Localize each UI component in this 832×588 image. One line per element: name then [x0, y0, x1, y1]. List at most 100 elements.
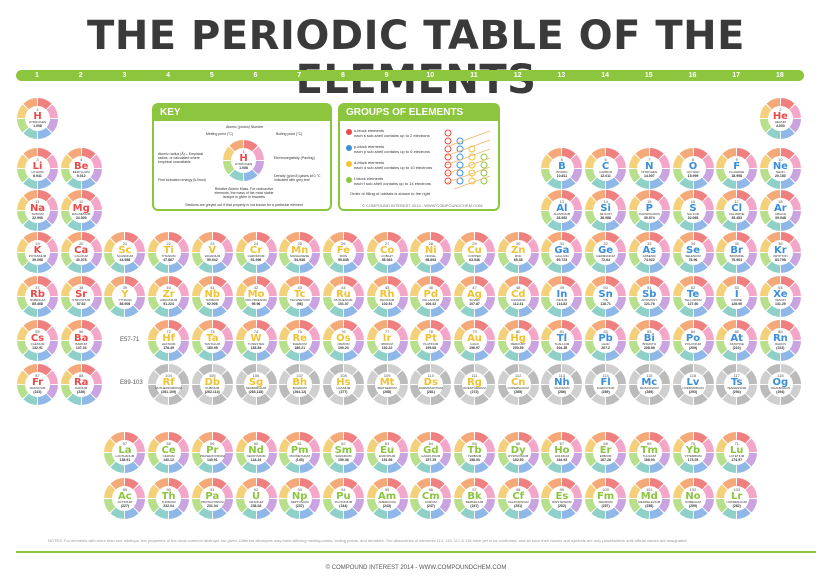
atomic-number: 18 — [778, 199, 783, 204]
atomic-number: 94 — [341, 487, 346, 492]
group-number-12: 12 — [513, 72, 522, 79]
element-name: ACTINIUM — [117, 501, 133, 504]
atomic-mass: 121.76 — [643, 302, 655, 306]
atomic-number: 10 — [778, 157, 783, 162]
atomic-number: 31 — [559, 241, 565, 246]
element-at: 85 At ASTATINE (210) — [716, 320, 758, 361]
key-sample-ring — [223, 140, 264, 181]
element-ring — [628, 432, 670, 473]
element-symbol: Al — [556, 203, 568, 214]
atomic-number: 20 — [78, 241, 84, 246]
element-symbol: Dy — [510, 445, 526, 456]
atomic-number: 76 — [341, 329, 346, 334]
element-f: 9 F FLUORINE 18.998 — [716, 148, 758, 189]
element-symbol: Rn — [772, 333, 788, 344]
atomic-number: 1 — [36, 107, 39, 112]
atomic-number: 49 — [559, 285, 565, 290]
element-hf: 72 Hf HAFNIUM 178.49 — [148, 320, 190, 361]
atomic-mass: (261.109) — [161, 390, 177, 394]
element-name: STRONTIUM — [72, 299, 91, 302]
element-name: MERCURY — [510, 343, 526, 346]
atomic-mass: 72.64 — [601, 258, 610, 262]
element-ring — [716, 148, 758, 189]
element-sc: 21 Sc SCANDIUM 44.956 — [104, 232, 146, 273]
element-ring — [585, 432, 627, 473]
element-ring — [759, 320, 801, 361]
groups-heading: GROUPS OF ELEMENTS — [340, 105, 498, 121]
element-name: LIVERMORIUM — [682, 387, 704, 390]
element-name: ANTIMONY — [641, 299, 658, 302]
element-symbol: Sb — [642, 289, 657, 300]
atomic-mass: 55.845 — [338, 258, 349, 262]
element-ring — [716, 320, 758, 361]
element-name: OGANESSON — [770, 387, 791, 390]
atomic-number: 67 — [559, 441, 565, 446]
atomic-number: 27 — [384, 241, 390, 246]
element-ca: 20 Ca CALCIUM 40.078 — [60, 232, 102, 273]
element-ring — [541, 276, 583, 317]
atomic-number: 35 — [734, 241, 739, 246]
atomic-mass: 40.078 — [75, 258, 87, 262]
element-symbol: Og — [772, 377, 789, 388]
atomic-number: 54 — [778, 285, 783, 290]
element-ring — [410, 478, 452, 519]
atomic-number: 46 — [428, 285, 434, 290]
atomic-number: 104 — [165, 373, 172, 378]
element-symbol: Sg — [248, 377, 264, 388]
element-pu: 94 Pu PLUTONIUM (244) — [322, 478, 364, 519]
element-ring — [759, 232, 801, 273]
element-ring — [410, 232, 452, 273]
group-number-5: 5 — [209, 72, 214, 79]
atomic-number: 77 — [384, 329, 390, 334]
element-ring — [366, 478, 408, 519]
element-cm: 96 Cm CURIUM (247) — [410, 478, 452, 519]
atomic-number: 3 — [36, 157, 39, 162]
element-symbol: Rb — [30, 289, 45, 300]
d-block-label: d-block elements — [354, 160, 385, 165]
element-symbol: Pt — [424, 333, 437, 344]
element-name: TIN — [603, 299, 609, 302]
element-symbol: Se — [686, 245, 700, 256]
element-name: BARIUM — [75, 343, 88, 346]
element-si: 14 Si SILICON 28.086 — [585, 190, 627, 231]
element-symbol: Rg — [467, 377, 482, 388]
element-name: HELIUM — [774, 121, 787, 124]
atomic-number: 57 — [122, 441, 128, 446]
atomic-number: 91 — [210, 487, 215, 492]
element-og: 118 Og OGANESSON (294) — [759, 364, 801, 405]
atomic-number: 55 — [35, 329, 40, 334]
element-symbol: Tc — [293, 289, 306, 300]
element-co: 27 Co COBALT 58.933 — [366, 232, 408, 273]
atomic-mass: 79.904 — [731, 258, 743, 262]
atomic-number: 19 — [35, 241, 40, 246]
element-cs: 55 Cs CAESIUM 132.91 — [17, 320, 58, 361]
element-ring — [716, 364, 758, 405]
element-symbol: Tm — [640, 445, 658, 456]
element-symbol: U — [251, 491, 261, 502]
element-ring — [541, 432, 583, 473]
element-symbol: W — [250, 333, 262, 344]
element-name: BERYLLIUM — [72, 171, 90, 174]
element-as: 33 As ARSENIC 74.922 — [628, 232, 670, 273]
atomic-number: 108 — [340, 373, 347, 378]
element-xe: 54 Xe XENON 131.29 — [759, 276, 801, 317]
atomic-mass: 47.867 — [163, 258, 174, 262]
atomic-number: 68 — [603, 441, 608, 446]
element-ring — [235, 232, 277, 273]
element-zn: 30 Zn ZINC 65.38 — [497, 232, 539, 273]
element-nh: 113 Nh NIHONIUM (286) — [541, 364, 583, 405]
element-symbol: Pd — [423, 289, 439, 300]
atomic-number: 111 — [471, 373, 478, 378]
element-ring — [497, 276, 539, 317]
atomic-number: 30 — [515, 241, 521, 246]
element-symbol: Tb — [467, 445, 482, 456]
element-la: 57 La LANTHANUM 138.91 — [104, 432, 146, 473]
atomic-mass: 91.224 — [163, 302, 174, 306]
atomic-mass: (223) — [33, 390, 42, 394]
element-mc: 115 Mc MOSCOVIUM (289) — [628, 364, 670, 405]
element-ga: 31 Ga GALLIUM 69.723 — [541, 232, 583, 273]
atomic-number: 87 — [35, 373, 40, 378]
element-symbol: H — [33, 111, 42, 122]
element-ring — [104, 478, 146, 519]
element-kr: 36 Kr KRYPTON 83.798 — [759, 232, 801, 273]
